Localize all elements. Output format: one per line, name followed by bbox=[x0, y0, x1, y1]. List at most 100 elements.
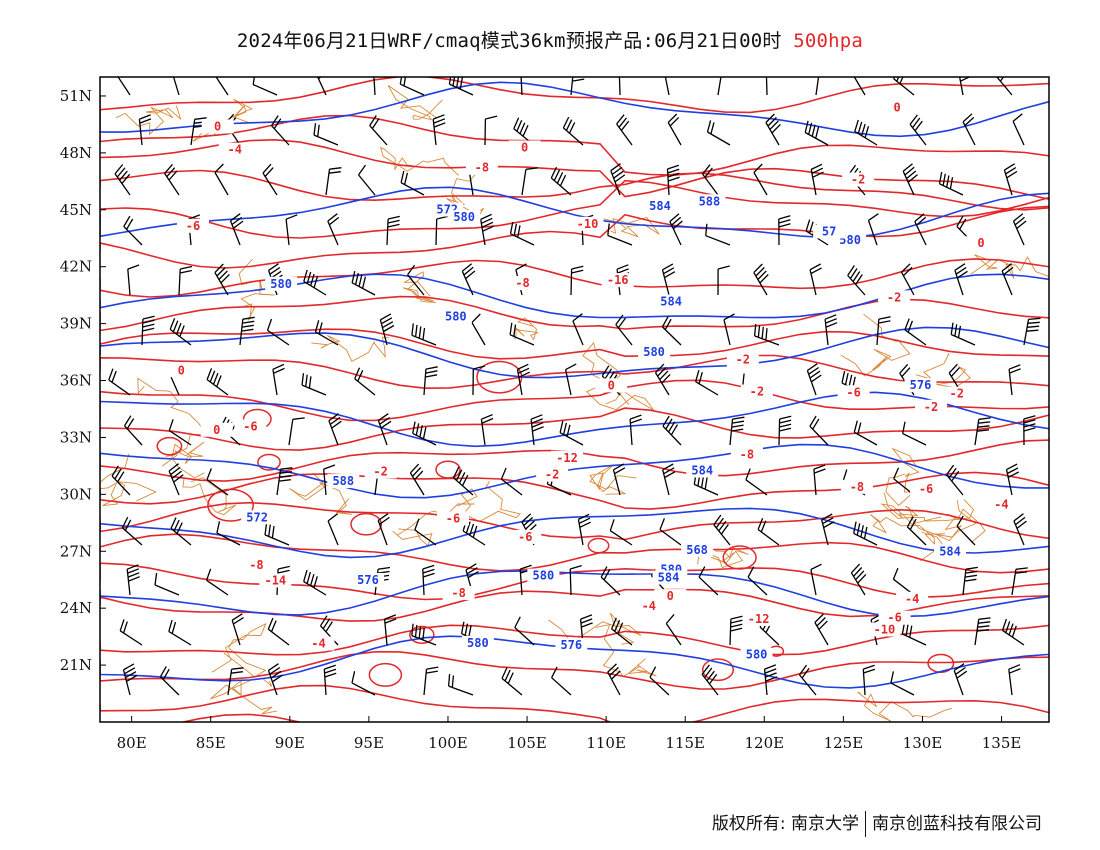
wind-barb bbox=[1008, 664, 1021, 696]
org-nju: 南京大学 bbox=[791, 814, 859, 834]
wind-barb bbox=[121, 516, 143, 546]
temperature-label: -8 bbox=[515, 276, 529, 290]
temperature-isotherm bbox=[100, 258, 1049, 298]
wind-barb bbox=[867, 213, 879, 246]
wind-barb bbox=[694, 370, 719, 396]
wind-barb bbox=[267, 617, 290, 646]
temperature-label-bg bbox=[364, 464, 397, 479]
wind-barb bbox=[900, 263, 915, 296]
wind-barb bbox=[664, 77, 670, 96]
wind-barb bbox=[267, 663, 283, 696]
temperature-cell bbox=[350, 512, 383, 536]
wind-barb bbox=[354, 367, 376, 396]
x-tick-label: 125E bbox=[824, 734, 864, 752]
y-tick-label: 51N bbox=[60, 87, 92, 105]
wind-barb bbox=[500, 467, 523, 496]
wind-barb bbox=[327, 513, 339, 546]
wind-barb bbox=[612, 463, 626, 496]
temperature-cell bbox=[435, 460, 461, 479]
geopotential-label-bg bbox=[555, 638, 588, 653]
wind-barb bbox=[461, 263, 476, 296]
geopotential-label-bg bbox=[241, 510, 274, 525]
geopotential-label: 576 bbox=[560, 638, 582, 652]
wind-barb bbox=[662, 463, 676, 496]
wind-barb bbox=[206, 468, 229, 496]
temperature-isotherm bbox=[100, 354, 1049, 390]
x-tick-label: 95E bbox=[354, 734, 384, 752]
temperature-label-bg bbox=[176, 218, 209, 233]
pressure-level: 500hpa bbox=[793, 30, 864, 52]
temperature-label: -4 bbox=[905, 592, 919, 606]
wind-barb bbox=[141, 315, 155, 346]
temperature-isotherm bbox=[100, 533, 1049, 574]
wind-barb bbox=[172, 77, 180, 96]
geopotential-label-bg bbox=[527, 568, 560, 583]
geopotential-label-bg bbox=[265, 276, 298, 291]
geopotential-label-bg bbox=[652, 570, 685, 585]
temperature-isotherm bbox=[100, 650, 1049, 690]
border-line bbox=[289, 472, 352, 515]
wind-barb bbox=[809, 415, 829, 446]
geopotential-label-bg bbox=[448, 210, 481, 225]
temperature-contours bbox=[100, 77, 1049, 722]
wind-barb bbox=[813, 464, 826, 496]
geopotential-label-bg bbox=[439, 309, 472, 324]
geopotential-label: 580 bbox=[467, 636, 489, 650]
wind-barb bbox=[480, 413, 494, 446]
geopotential-labels: 584 576 580 580 572 576 576 580 580 580 580 580 584 5… bbox=[241, 194, 967, 662]
x-tick-label: 85E bbox=[196, 734, 226, 752]
wind-barb bbox=[422, 564, 435, 596]
temperature-label: -6 bbox=[919, 482, 933, 496]
wind-barb bbox=[501, 667, 523, 696]
border-line bbox=[595, 623, 657, 678]
wind-barb bbox=[465, 563, 479, 596]
wind-barb bbox=[452, 466, 474, 496]
temperature-label-bg bbox=[201, 119, 234, 134]
wind-barb bbox=[745, 468, 768, 496]
border-line bbox=[137, 377, 208, 457]
wind-barb bbox=[435, 215, 449, 246]
wind-barb bbox=[717, 77, 722, 96]
geopotential-isoline bbox=[100, 81, 1049, 138]
wind-barb bbox=[169, 318, 192, 346]
wind-barb bbox=[953, 663, 968, 696]
wind-barb bbox=[804, 120, 829, 146]
wind-barb bbox=[178, 265, 193, 296]
temperature-cell bbox=[722, 545, 757, 570]
temperature-isotherm bbox=[100, 562, 1049, 601]
wind-barb bbox=[562, 116, 584, 146]
temperature-label: -6 bbox=[446, 511, 460, 525]
temperature-label: 0 bbox=[667, 589, 674, 603]
temperature-label: 0 bbox=[977, 236, 984, 250]
wind-barb bbox=[122, 663, 138, 696]
wind-barb bbox=[214, 163, 229, 196]
wind-barb bbox=[600, 566, 621, 596]
temperature-label: -12 bbox=[556, 451, 578, 465]
x-tick-label: 135E bbox=[982, 734, 1022, 752]
wind-barb bbox=[914, 213, 927, 246]
wind-barb bbox=[974, 417, 991, 446]
wind-barb bbox=[407, 264, 425, 296]
wind-barb bbox=[806, 363, 822, 396]
wind-barb bbox=[272, 363, 285, 396]
border-line bbox=[211, 622, 267, 678]
temperature-label-bg bbox=[165, 363, 198, 378]
wind-barb bbox=[379, 313, 395, 346]
temperature-label: -16 bbox=[607, 273, 629, 287]
geopotential-label-bg bbox=[681, 542, 714, 557]
temperature-label-bg bbox=[654, 589, 687, 604]
x-tick-label: 110E bbox=[586, 734, 626, 752]
geopotential-label-bg bbox=[693, 194, 726, 209]
wind-barb bbox=[412, 421, 437, 446]
wind-barb bbox=[729, 416, 745, 446]
temperature-label: -6 bbox=[887, 611, 901, 625]
border-line bbox=[311, 334, 389, 363]
temperature-label-bg bbox=[509, 529, 542, 544]
wind-barb bbox=[168, 619, 192, 646]
wind-barb bbox=[514, 616, 535, 646]
wind-barb bbox=[778, 415, 792, 446]
wind-barb bbox=[432, 114, 446, 146]
border-line bbox=[885, 447, 920, 507]
wind-barb bbox=[572, 313, 584, 346]
